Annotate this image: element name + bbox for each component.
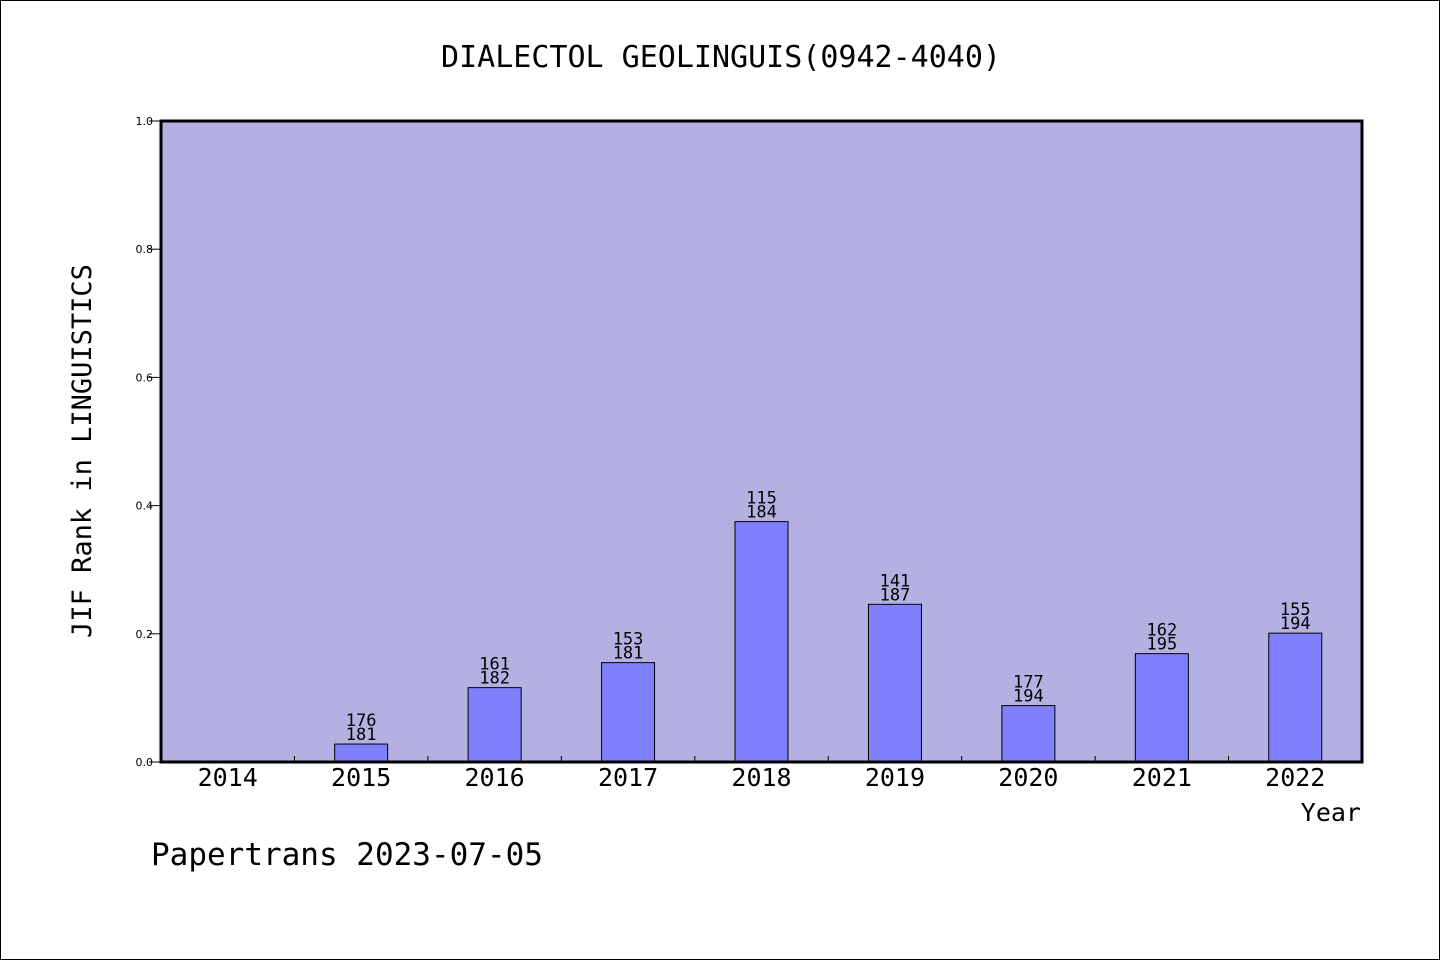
bar-label-total-2022: 194	[1280, 614, 1311, 634]
bar-2016	[467, 687, 522, 763]
y-tick-label: 0.2	[136, 628, 154, 641]
bar-label-total-2017: 181	[613, 644, 644, 664]
bar-2021	[1134, 653, 1189, 763]
bar-label-total-2016: 182	[479, 669, 510, 689]
bar-2015	[334, 743, 389, 763]
y-axis: 0.0 0.2 0.4 0.6 0.8 1.0	[136, 115, 161, 769]
bar-label-rank-2015: 176	[346, 711, 377, 731]
x-tick-label-2020: 2020	[998, 763, 1058, 792]
x-tick-label-2016: 2016	[465, 763, 525, 792]
x-tick-label-2022: 2022	[1265, 763, 1325, 792]
bar-label-rank-2021: 162	[1146, 621, 1177, 641]
y-tick-label: 0.8	[136, 243, 154, 256]
bar-2018	[734, 521, 789, 763]
x-axis: 2014 2015 2016 2017 2018 2019 2020 2021 2022	[198, 756, 1325, 792]
y-tick-label: 1.0	[136, 115, 154, 128]
x-tick-label-2019: 2019	[865, 763, 925, 792]
bar-label-total-2019: 187	[880, 585, 911, 605]
x-axis-label: Year	[1301, 798, 1361, 827]
bar-label-total-2015: 181	[346, 725, 377, 745]
bar-label-rank-2022: 155	[1280, 600, 1311, 620]
bar-2020	[1001, 705, 1056, 763]
bar-label-rank-2018: 115	[746, 489, 777, 509]
plot-border	[159, 119, 1364, 764]
bars-group: 1761811611821531811151841411871771941621…	[334, 489, 1323, 763]
x-tick-label-2014: 2014	[198, 763, 258, 792]
y-axis-label: JIF Rank in LINGUISTICS	[67, 264, 98, 638]
y-tick-label: 0.6	[136, 371, 154, 384]
y-tick-label: 0.0	[136, 756, 154, 769]
bar-label-total-2021: 195	[1146, 635, 1177, 655]
bar-2019	[867, 603, 922, 763]
y-tick-label: 0.4	[136, 500, 154, 513]
x-tick-label-2018: 2018	[731, 763, 791, 792]
bar-label-total-2020: 194	[1013, 687, 1044, 707]
x-tick-label-2017: 2017	[598, 763, 658, 792]
bar-label-rank-2020: 177	[1013, 673, 1044, 693]
bar-label-rank-2017: 153	[613, 630, 644, 650]
bar-label-rank-2016: 161	[479, 655, 510, 675]
bar-label-total-2018: 184	[746, 503, 777, 523]
x-tick-label-2021: 2021	[1132, 763, 1192, 792]
footer-note: Papertrans 2023-07-05	[151, 837, 543, 873]
bar-2017	[601, 662, 656, 763]
chart-title: DIALECTOL GEOLINGUIS(0942-4040)	[441, 40, 1001, 75]
bar-2022	[1268, 632, 1323, 763]
bar-label-rank-2019: 141	[880, 571, 911, 591]
x-tick-label-2015: 2015	[331, 763, 391, 792]
